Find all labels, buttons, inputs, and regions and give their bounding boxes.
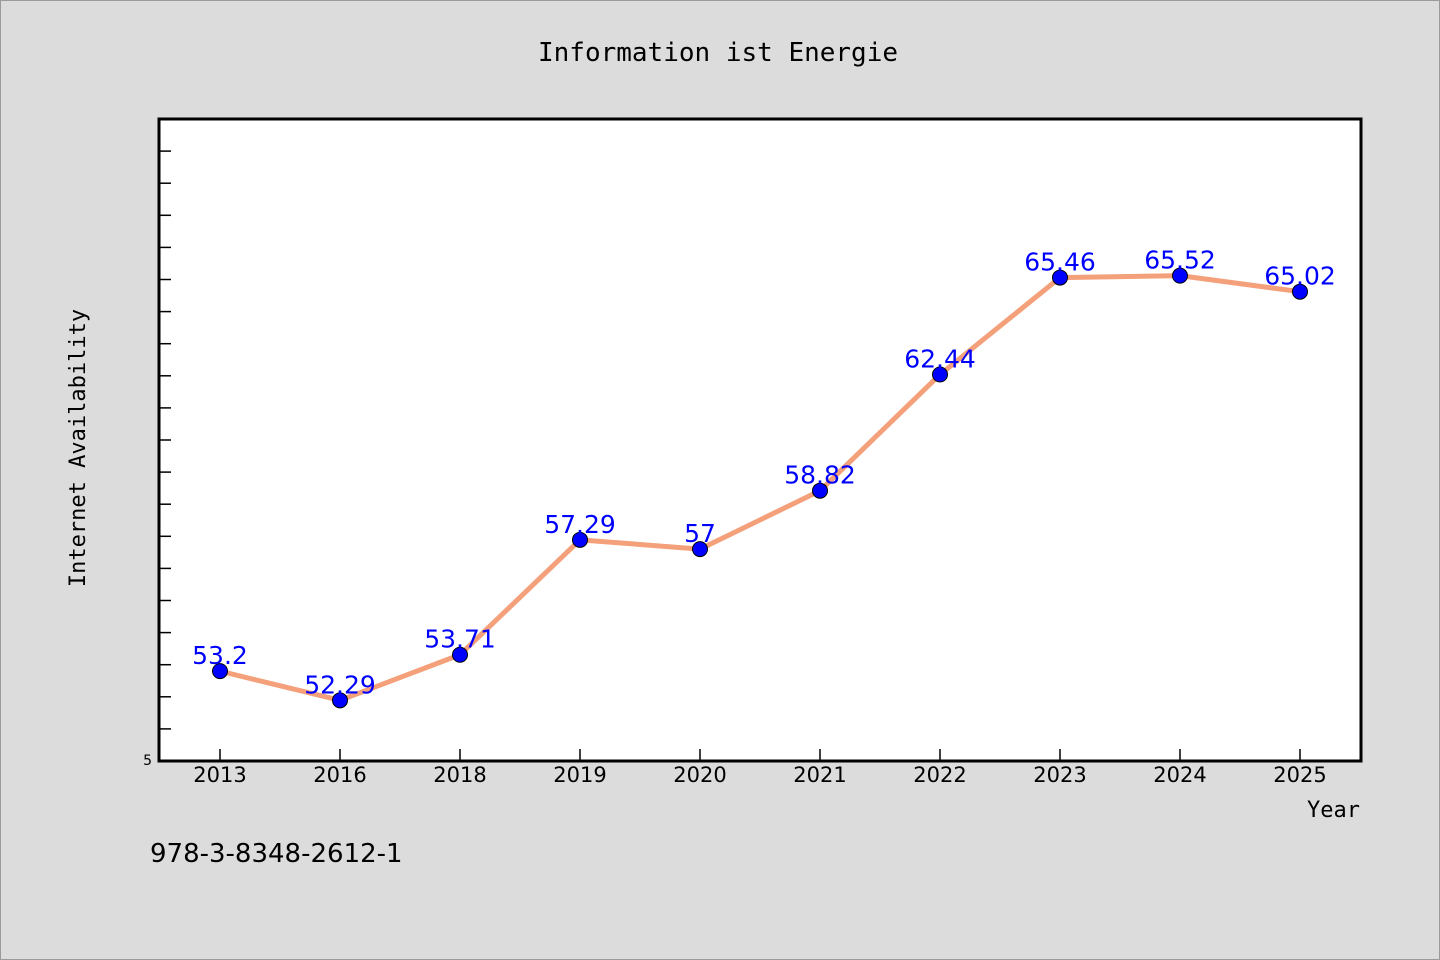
chart-title: Information ist Energie [538, 38, 898, 68]
data-point [812, 482, 828, 499]
x-axis-ticks [219, 749, 1301, 761]
x-tick-label: 2013 [193, 763, 246, 787]
data-labels: 53.2 52.29 53.71 57.29 57 58.82 62.44 65.46 65.5… [192, 246, 1336, 700]
x-tick-label: 2025 [1273, 763, 1326, 787]
x-tick-label: 2024 [1153, 763, 1206, 787]
footer-id-text: 978-3-8348-2612-1 [150, 839, 403, 869]
data-point [572, 531, 588, 548]
data-label: 57.29 [544, 510, 616, 539]
y-axis-label: Internet Availability [66, 309, 91, 587]
x-tick-label: 2023 [1033, 763, 1086, 787]
plot-area [157, 117, 1363, 763]
data-point [1172, 267, 1188, 284]
data-point [1052, 269, 1068, 286]
data-point [1292, 283, 1308, 300]
data-point [932, 366, 948, 383]
data-label: 65.46 [1024, 248, 1096, 277]
x-axis-label: Year [1307, 798, 1360, 823]
series-line [217, 273, 1303, 703]
y-tick-label: 5 [143, 753, 152, 769]
data-label: 53.71 [424, 625, 496, 654]
data-point [452, 646, 468, 663]
data-label: 65.02 [1264, 262, 1336, 291]
x-tick-label: 2020 [673, 763, 726, 787]
y-axis-ticks [159, 150, 171, 762]
data-label: 52.29 [304, 670, 376, 699]
data-label: 58.82 [784, 461, 856, 490]
x-tick-label: 2021 [793, 763, 846, 787]
data-point [212, 663, 228, 680]
x-tick-label: 2019 [553, 763, 606, 787]
data-label: 65.52 [1144, 246, 1216, 275]
data-point [332, 692, 348, 709]
data-point [692, 541, 708, 558]
data-label: 62.44 [904, 345, 976, 374]
x-tick-labels: 2013 2016 2018 2019 2020 2021 2022 2023 2024 2025 [193, 763, 1326, 787]
x-tick-label: 2022 [913, 763, 966, 787]
data-label: 53.2 [192, 641, 248, 670]
x-tick-label: 2018 [433, 763, 486, 787]
x-tick-label: 2016 [313, 763, 366, 787]
data-points [212, 267, 1308, 709]
data-label: 57 [684, 519, 716, 548]
